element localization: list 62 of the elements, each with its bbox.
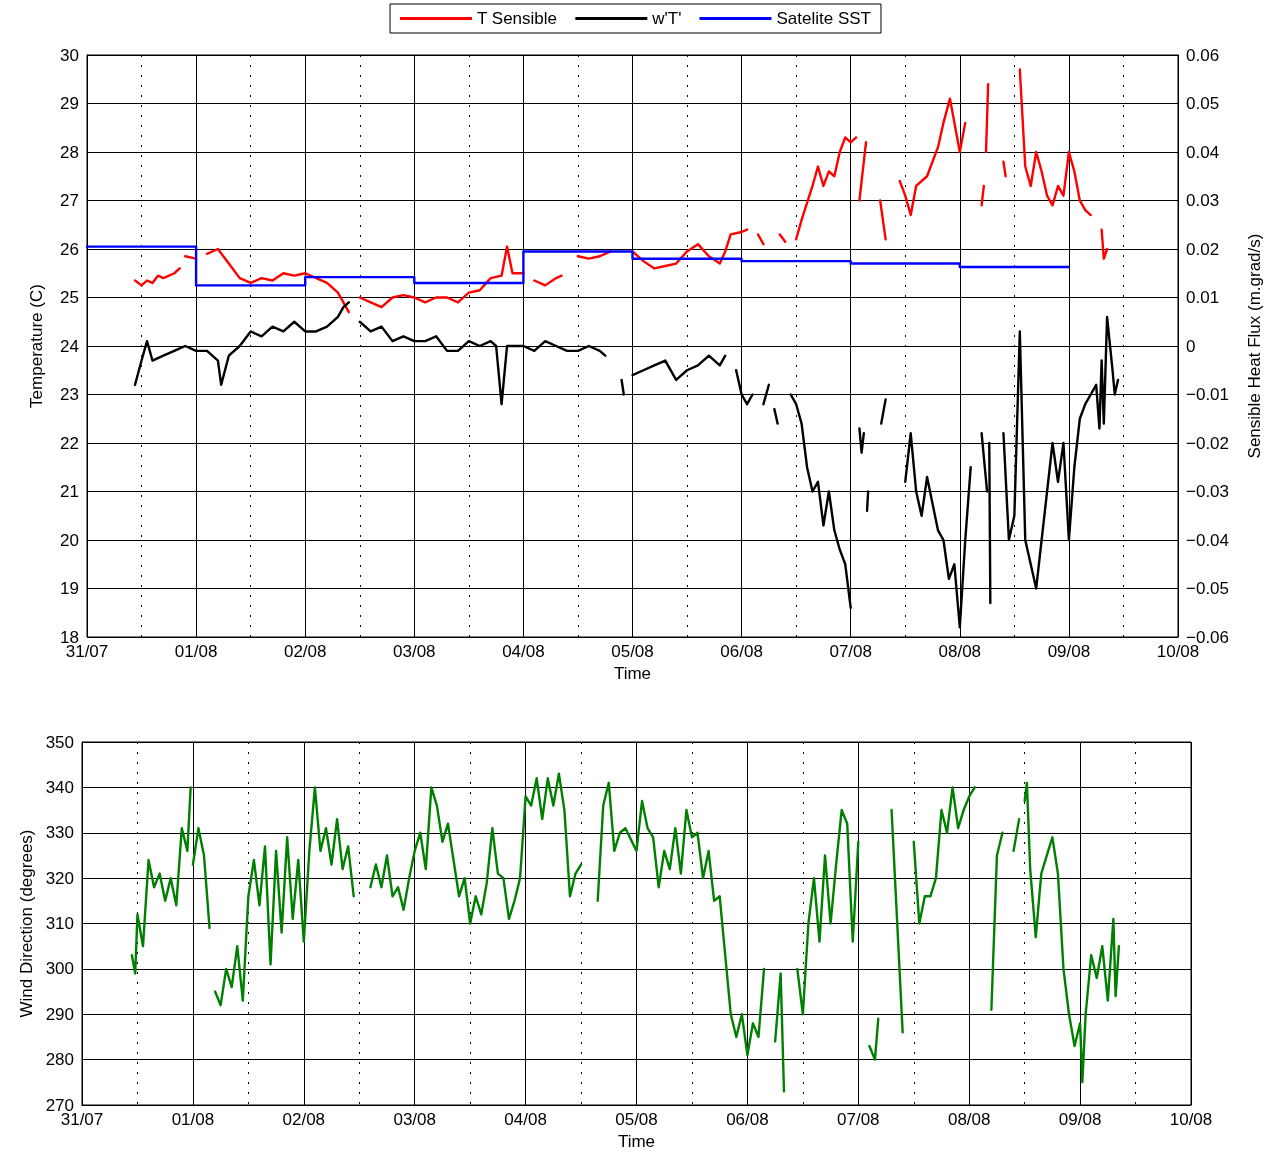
y2-tick-label: 0.01: [1186, 288, 1220, 307]
y-tick-label: 320: [45, 868, 74, 888]
x-tick-label: 08/08: [947, 1110, 991, 1129]
y-tick-label: 22: [60, 433, 79, 453]
y2-tick-label: −0.02: [1186, 433, 1230, 453]
y-tick-label: 350: [45, 732, 74, 752]
x-tick-label: 31/07: [60, 1110, 104, 1129]
x-tick-label: 10/08: [1169, 1110, 1213, 1129]
y2-tick-label: 0.04: [1186, 142, 1220, 162]
x-tick-label: 01/08: [171, 1110, 215, 1129]
x-tick-label: 03/08: [393, 1110, 436, 1129]
legend-label: w'T': [651, 9, 682, 28]
y-tick-label: 20: [60, 530, 79, 550]
y-tick-label: 26: [60, 239, 79, 259]
y-tick-label: 30: [60, 45, 79, 65]
x-tick-label: 02/08: [282, 1110, 326, 1129]
y2-axis-title: Sensible Heat Flux (m.grad/s): [1245, 233, 1264, 459]
x-tick-label: 31/07: [65, 642, 109, 661]
x-axis-title: Time: [617, 1132, 656, 1151]
legend-label: T Sensible: [477, 9, 558, 28]
y-tick-label: 21: [60, 482, 79, 501]
y-tick-label: 23: [60, 385, 79, 404]
x-tick-label: 10/08: [1156, 642, 1200, 661]
y2-tick-label: −0.01: [1186, 385, 1230, 404]
x-tick-label: 06/08: [726, 1110, 769, 1129]
y-axis-title: Wind Direction (degrees): [16, 829, 36, 1018]
y2-tick-label: 0.03: [1186, 191, 1220, 210]
x-tick-label: 07/08: [829, 642, 872, 661]
x-tick-label: 09/08: [1058, 1110, 1102, 1129]
y2-tick-label: 0.05: [1186, 94, 1220, 113]
y2-tick-label: 0: [1186, 336, 1196, 356]
y-tick-label: 310: [45, 914, 74, 933]
x-tick-label: 05/08: [611, 642, 654, 661]
y-axis-title: Temperature (C): [27, 284, 46, 408]
y-tick-label: 27: [60, 191, 79, 210]
y2-tick-label: 0.06: [1186, 45, 1220, 65]
y-tick-label: 330: [45, 823, 74, 843]
legend-label: Satelite SST: [776, 9, 871, 28]
y-tick-label: 19: [60, 579, 79, 598]
x-axis-title: Time: [613, 664, 652, 683]
x-tick-label: 06/08: [720, 642, 763, 661]
y-tick-label: 24: [60, 336, 79, 356]
x-tick-label: 02/08: [283, 642, 327, 661]
y-tick-label: 340: [45, 777, 74, 797]
x-tick-label: 08/08: [938, 642, 982, 661]
y-tick-label: 300: [45, 959, 74, 979]
y2-tick-label: −0.05: [1186, 579, 1230, 598]
y2-tick-label: 0.02: [1186, 239, 1220, 259]
y2-tick-label: −0.03: [1186, 482, 1230, 501]
x-tick-label: 07/08: [837, 1110, 880, 1129]
y-tick-label: 28: [60, 142, 79, 162]
y-tick-label: 290: [45, 1004, 74, 1024]
x-tick-label: 03/08: [393, 642, 436, 661]
y-tick-label: 25: [60, 288, 79, 307]
y2-tick-label: −0.04: [1186, 530, 1230, 550]
x-tick-label: 04/08: [502, 642, 545, 661]
x-tick-label: 04/08: [504, 1110, 547, 1129]
x-tick-label: 05/08: [615, 1110, 658, 1129]
x-tick-label: 09/08: [1047, 642, 1091, 661]
y-tick-label: 280: [45, 1050, 74, 1070]
y-tick-label: 29: [60, 94, 79, 113]
x-tick-label: 01/08: [174, 642, 218, 661]
